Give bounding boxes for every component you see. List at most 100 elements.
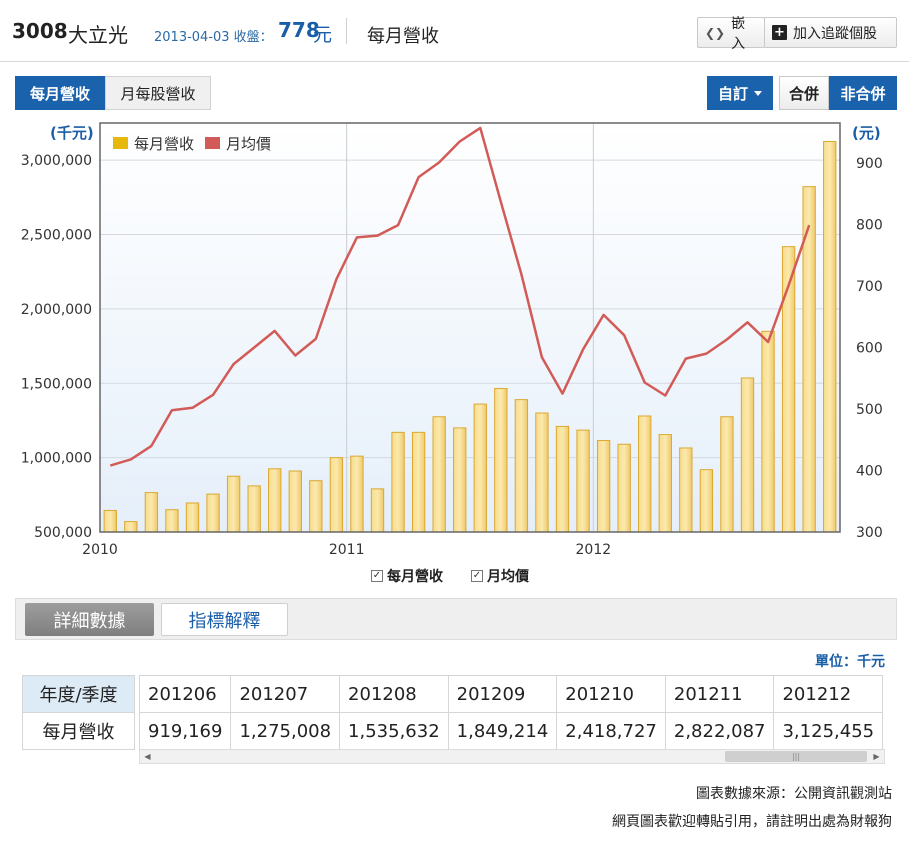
legend-label-avg-price: 月均價 — [226, 135, 271, 153]
table-cell: 919,169 — [139, 712, 232, 750]
add-tracking-button[interactable]: + 加入追蹤個股 — [764, 17, 897, 48]
plot-frame — [99, 122, 841, 533]
revenue-bar — [411, 431, 426, 533]
table-horizontal-scrollbar[interactable]: ◀ ||| ▶ — [139, 749, 885, 764]
table-unit-label: 單位：千元 — [815, 654, 885, 670]
revenue-bar — [124, 521, 138, 533]
revenue-bar — [144, 492, 159, 533]
legend-swatch-revenue — [113, 137, 128, 149]
revenue-bar — [514, 399, 529, 533]
revenue-bar — [226, 475, 241, 533]
table-cell: 1,849,214 — [447, 712, 558, 750]
x-axis-tick-label: 2010 — [82, 542, 118, 558]
revenue-bar — [699, 469, 714, 533]
revenue-bar — [596, 440, 611, 533]
embed-label: 嵌入 — [731, 15, 746, 52]
left-axis-tick-label: 2,500,000 — [21, 228, 92, 244]
left-axis-tick-label: 500,000 — [34, 525, 92, 541]
x-axis-tick-label: 2012 — [576, 542, 612, 558]
close-date: 2013-04-03 收盤： — [154, 30, 273, 45]
custom-range-dropdown[interactable]: 自訂 — [707, 76, 773, 110]
table-cell: 1,275,008 — [230, 712, 341, 750]
revenue-bar — [103, 509, 117, 533]
revenue-bar — [288, 470, 302, 533]
custom-range-label: 自訂 — [717, 84, 748, 103]
scrollbar-thumb[interactable]: ||| — [725, 751, 867, 762]
x-axis-tick-label: 2011 — [329, 542, 365, 558]
left-axis-tick-label: 3,000,000 — [21, 153, 92, 169]
row-label-monthly-revenue: 每月營收 — [22, 712, 135, 750]
table-column-header: 201211 — [664, 675, 775, 713]
header-divider — [346, 18, 347, 44]
revenue-bar — [555, 425, 570, 533]
revenue-bar — [679, 447, 693, 533]
revenue-bar — [329, 457, 344, 533]
tab-monthly-per-share-revenue[interactable]: 月每股營收 — [105, 76, 211, 110]
revenue-bar — [617, 443, 631, 533]
revenue-bar — [391, 431, 405, 533]
left-axis-tick-label: 1,000,000 — [21, 451, 92, 467]
revenue-bar — [309, 480, 323, 533]
scroll-right-icon[interactable]: ▶ — [873, 752, 880, 761]
table-cell: 2,418,727 — [556, 712, 666, 750]
table-column-header: 201210 — [556, 675, 666, 713]
revenue-bar — [781, 246, 796, 533]
scroll-left-icon[interactable]: ◀ — [144, 752, 151, 761]
data-table: 201206 201207 201208 201209 201210 201211 2012… — [139, 675, 884, 750]
revenue-bar — [268, 468, 282, 533]
add-tracking-label: 加入追蹤個股 — [793, 25, 877, 42]
revenue-bar — [247, 485, 261, 533]
revenue-bar — [823, 141, 837, 533]
table-column-header: 201212 — [773, 675, 884, 713]
right-axis-unit: (元) — [852, 124, 881, 142]
revenue-bar — [494, 387, 508, 533]
checkbox-checked-icon[interactable]: ✓ — [371, 570, 383, 582]
table-cell: 3,125,455 — [773, 712, 884, 750]
right-axis-tick-label: 800 — [856, 217, 883, 233]
stock-name: 大立光 — [68, 23, 128, 47]
legend-toggle-revenue-label: 每月營收 — [387, 569, 443, 585]
revenue-bar — [350, 455, 364, 533]
legend-swatch-avg-price — [205, 137, 220, 149]
right-axis-tick-label: 600 — [856, 340, 883, 356]
non-consolidated-button[interactable]: 非合併 — [829, 76, 897, 110]
right-axis-tick-label: 700 — [856, 279, 883, 295]
reprint-note: 網頁圖表歡迎轉貼引用，請註明出處為財報狗 — [612, 814, 892, 830]
revenue-bar — [740, 377, 755, 533]
left-axis-unit: (千元) — [50, 124, 94, 142]
right-axis-tick-label: 500 — [856, 402, 883, 418]
revenue-bar — [638, 415, 652, 533]
embed-button[interactable]: ❮❯ 嵌入 — [697, 16, 765, 52]
embed-code-icon: ❮❯ — [705, 25, 726, 40]
tab-monthly-revenue[interactable]: 每月營收 — [15, 76, 105, 110]
data-table-viewport[interactable]: 201206 201207 201208 201209 201210 201211 2012… — [139, 675, 885, 751]
table-column-header: 201207 — [230, 675, 341, 713]
revenue-bar — [453, 427, 467, 533]
revenue-bar — [370, 488, 385, 533]
legend-label-revenue: 每月營收 — [134, 135, 194, 153]
checkbox-checked-icon[interactable]: ✓ — [471, 570, 483, 582]
revenue-bar — [185, 502, 200, 533]
revenue-bar — [761, 330, 775, 533]
table-column-header: 201206 — [139, 675, 232, 713]
revenue-bar — [535, 412, 549, 533]
stock-code: 3008 — [12, 19, 68, 43]
caret-down-icon — [754, 90, 762, 96]
legend-toggle-avg-price[interactable]: ✓ 月均價 — [471, 566, 529, 586]
price-unit: 元 — [313, 24, 333, 46]
plot-area — [100, 123, 840, 532]
right-axis-tick-label: 300 — [856, 525, 883, 541]
legend-toggle-avg-price-label: 月均價 — [487, 569, 529, 585]
tab-detail-data[interactable]: 詳細數據 — [25, 603, 154, 636]
revenue-chart: 500,000 1,000,000 1,500,000 2,000,000 2,500,… — [21, 122, 883, 558]
left-axis-tick-label: 2,000,000 — [21, 302, 92, 318]
page-title: 每月營收 — [367, 26, 439, 47]
revenue-bar — [473, 403, 487, 533]
tab-indicator-explanation[interactable]: 指標解釋 — [161, 603, 288, 636]
legend-toggle-revenue[interactable]: ✓ 每月營收 — [371, 566, 443, 586]
table-cell: 2,822,087 — [664, 712, 775, 750]
revenue-bar — [206, 493, 220, 533]
consolidated-button[interactable]: 合併 — [779, 76, 829, 110]
plus-icon: + — [772, 25, 787, 40]
page-header: 3008 大立光 2013-04-03 收盤： 778 元 每月營收 ❮❯ 嵌入… — [0, 0, 909, 62]
